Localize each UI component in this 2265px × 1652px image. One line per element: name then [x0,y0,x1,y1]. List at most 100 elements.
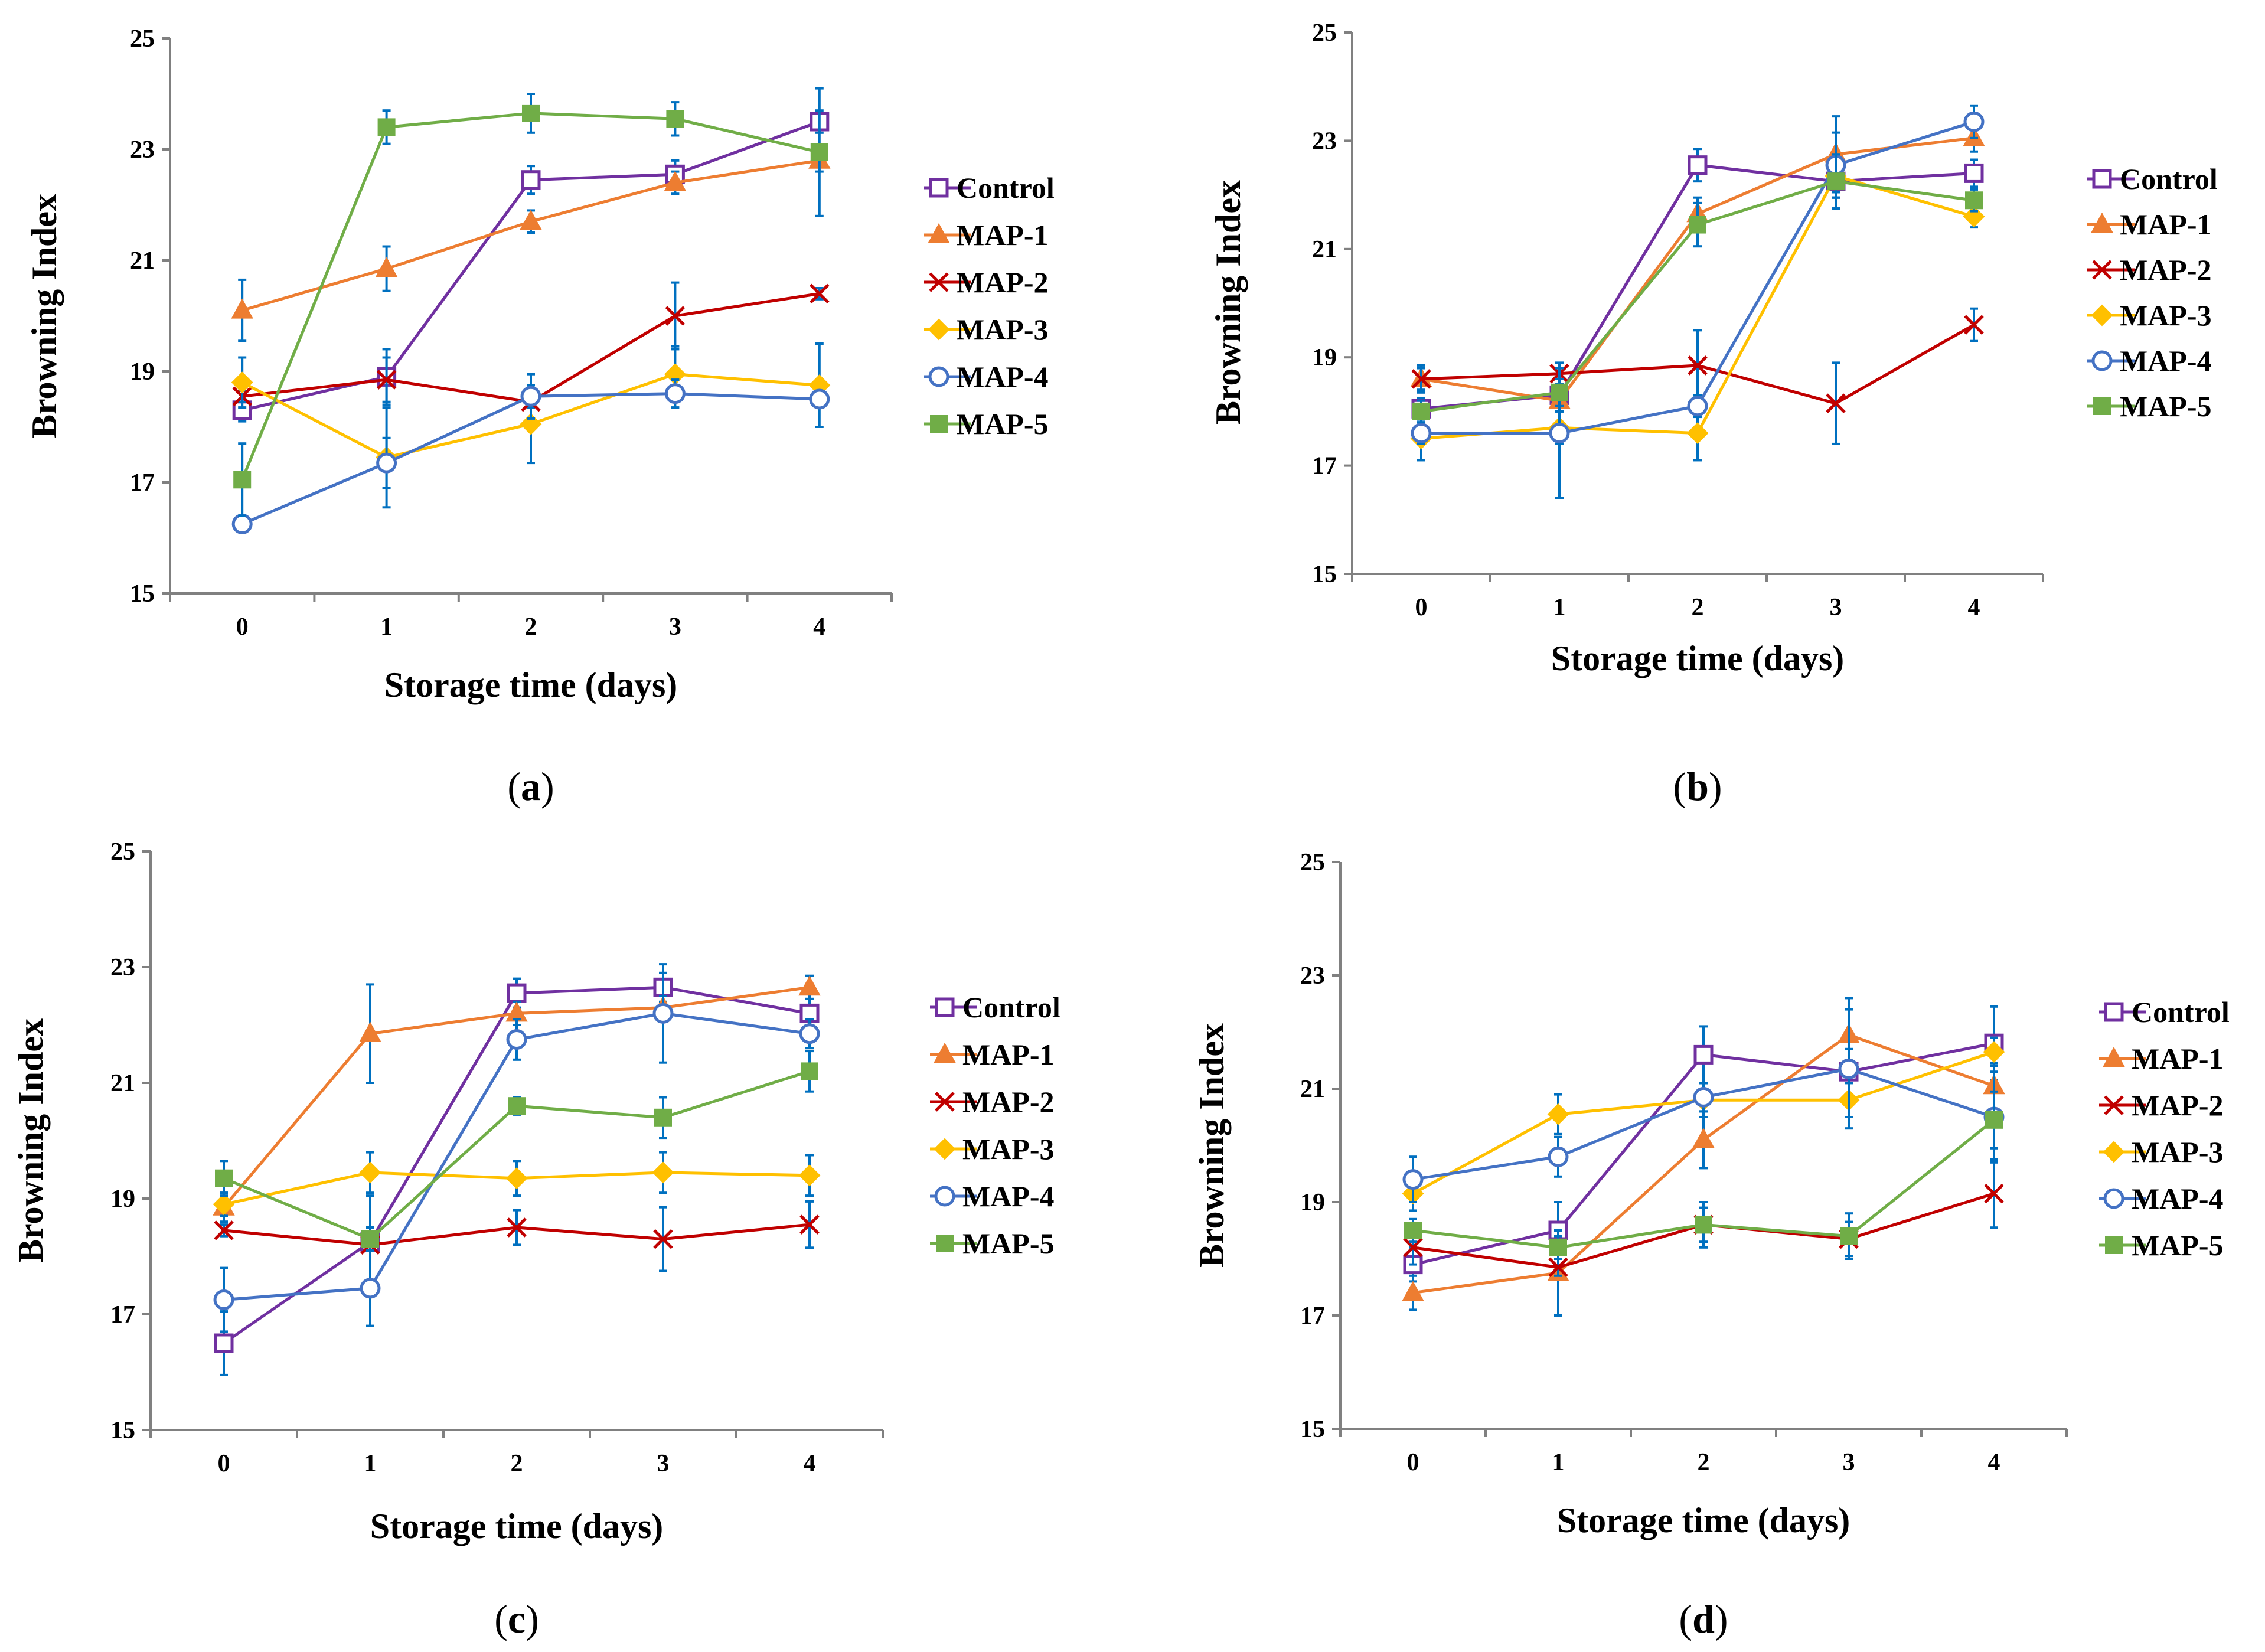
data-point [653,1229,673,1249]
y-axis-title: Browning Index [1209,180,1248,425]
y-tick-label: 19 [1312,344,1337,371]
data-point [1412,402,1430,420]
legend-marker [936,1235,954,1252]
data-point [505,1167,528,1190]
legend-label: MAP-3 [2120,299,2212,332]
data-point [664,383,686,404]
legend: Control MAP-1 MAP-2 MAP-3 MAP-4 MAP-5 [924,171,1055,440]
x-tick-label: 4 [804,1450,816,1477]
y-tick-label: 23 [1312,128,1337,155]
legend-label: Control [962,991,1060,1024]
data-point [810,143,828,161]
data-point [652,1003,674,1024]
data-point [359,1161,381,1184]
data-point [1687,396,1708,417]
legend-marker [935,997,955,1017]
legend-item: MAP-1 [2087,208,2212,241]
x-tick-label: 3 [1830,594,1842,621]
data-point [215,1169,233,1187]
data-point [506,1029,527,1050]
legend-item: MAP-2 [930,1085,1055,1118]
data-point [1688,155,1708,175]
legend-marker [2103,1141,2125,1163]
data-point [1411,369,1431,389]
legend-marker [934,1042,956,1063]
data-point [1693,1044,1714,1065]
x-tick-label: 0 [1415,594,1428,621]
data-point [1402,1169,1424,1190]
x-tick-label: 3 [657,1450,670,1477]
legend-label: MAP-5 [2120,390,2212,423]
x-axis-title: Storage time (days) [1551,639,1845,678]
y-tick-label: 25 [110,838,135,866]
x-axis-title: Storage time (days) [384,665,678,704]
legend-marker [2091,304,2113,327]
legend-marker [2104,1002,2124,1022]
data-point [1963,111,1985,132]
legend-marker [2103,1046,2125,1067]
data-point [666,110,684,128]
data-point [1692,1128,1715,1148]
data-point [1689,216,1706,234]
series-map-4 [213,963,820,1333]
legend-label: MAP-2 [962,1085,1055,1118]
panel-label: (c) [494,1597,539,1641]
data-point [1985,1111,2003,1129]
x-tick-label: 0 [1407,1449,1419,1476]
data-point [231,514,253,534]
y-tick-label: 17 [1300,1302,1325,1330]
legend-label: Control [2120,162,2218,195]
legend-label: MAP-3 [957,313,1049,346]
series-map-4 [1402,1008,2005,1203]
data-point [521,170,541,190]
data-point [507,1217,527,1238]
data-point [520,413,542,435]
legend-label: MAP-5 [962,1227,1055,1260]
legend-marker [929,178,949,198]
data-point [376,370,397,390]
data-point [799,1214,820,1235]
data-point [1549,1238,1567,1256]
series-map-2 [1411,307,1984,445]
data-point [233,471,252,489]
legend-item: MAP-5 [930,1227,1055,1260]
legend-marker [2103,1188,2124,1209]
data-point [1686,422,1709,444]
legend-label: MAP-3 [2132,1135,2224,1168]
data-point [1551,383,1568,401]
data-point [1964,315,1984,335]
series-map-5 [1412,153,1983,424]
data-point [231,298,253,319]
y-tick-label: 25 [130,25,155,53]
legend-label: MAP-2 [2120,253,2212,286]
y-tick-label: 23 [1300,962,1325,990]
legend-marker [2092,169,2112,189]
data-point [507,983,527,1003]
data-point [1403,1238,1423,1258]
legend-item: Control [2099,995,2230,1029]
y-tick-label: 21 [1300,1076,1325,1103]
panel-label: (d) [1679,1597,1728,1641]
data-point [799,1023,820,1044]
data-point [798,975,821,996]
legend-item: MAP-4 [924,360,1049,393]
x-tick-label: 2 [511,1450,523,1477]
data-point [1549,423,1570,444]
data-point [1411,423,1432,444]
data-point [376,452,397,474]
data-point [1548,1257,1568,1278]
data-point [1695,1216,1712,1234]
legend-label: MAP-1 [2132,1042,2224,1075]
x-tick-label: 2 [525,613,537,641]
series-map-5 [233,87,828,517]
data-point [1984,1183,2004,1204]
legend-label: MAP-1 [2120,208,2212,241]
data-point [508,1097,526,1115]
legend: Control MAP-1 MAP-2 MAP-3 MAP-4 MAP-5 [2087,162,2218,423]
data-point [1826,393,1846,413]
legend-label: MAP-5 [957,407,1049,440]
legend-item: MAP-3 [930,1132,1055,1165]
x-tick-label: 2 [1698,1449,1710,1476]
legend-marker [2091,350,2113,371]
